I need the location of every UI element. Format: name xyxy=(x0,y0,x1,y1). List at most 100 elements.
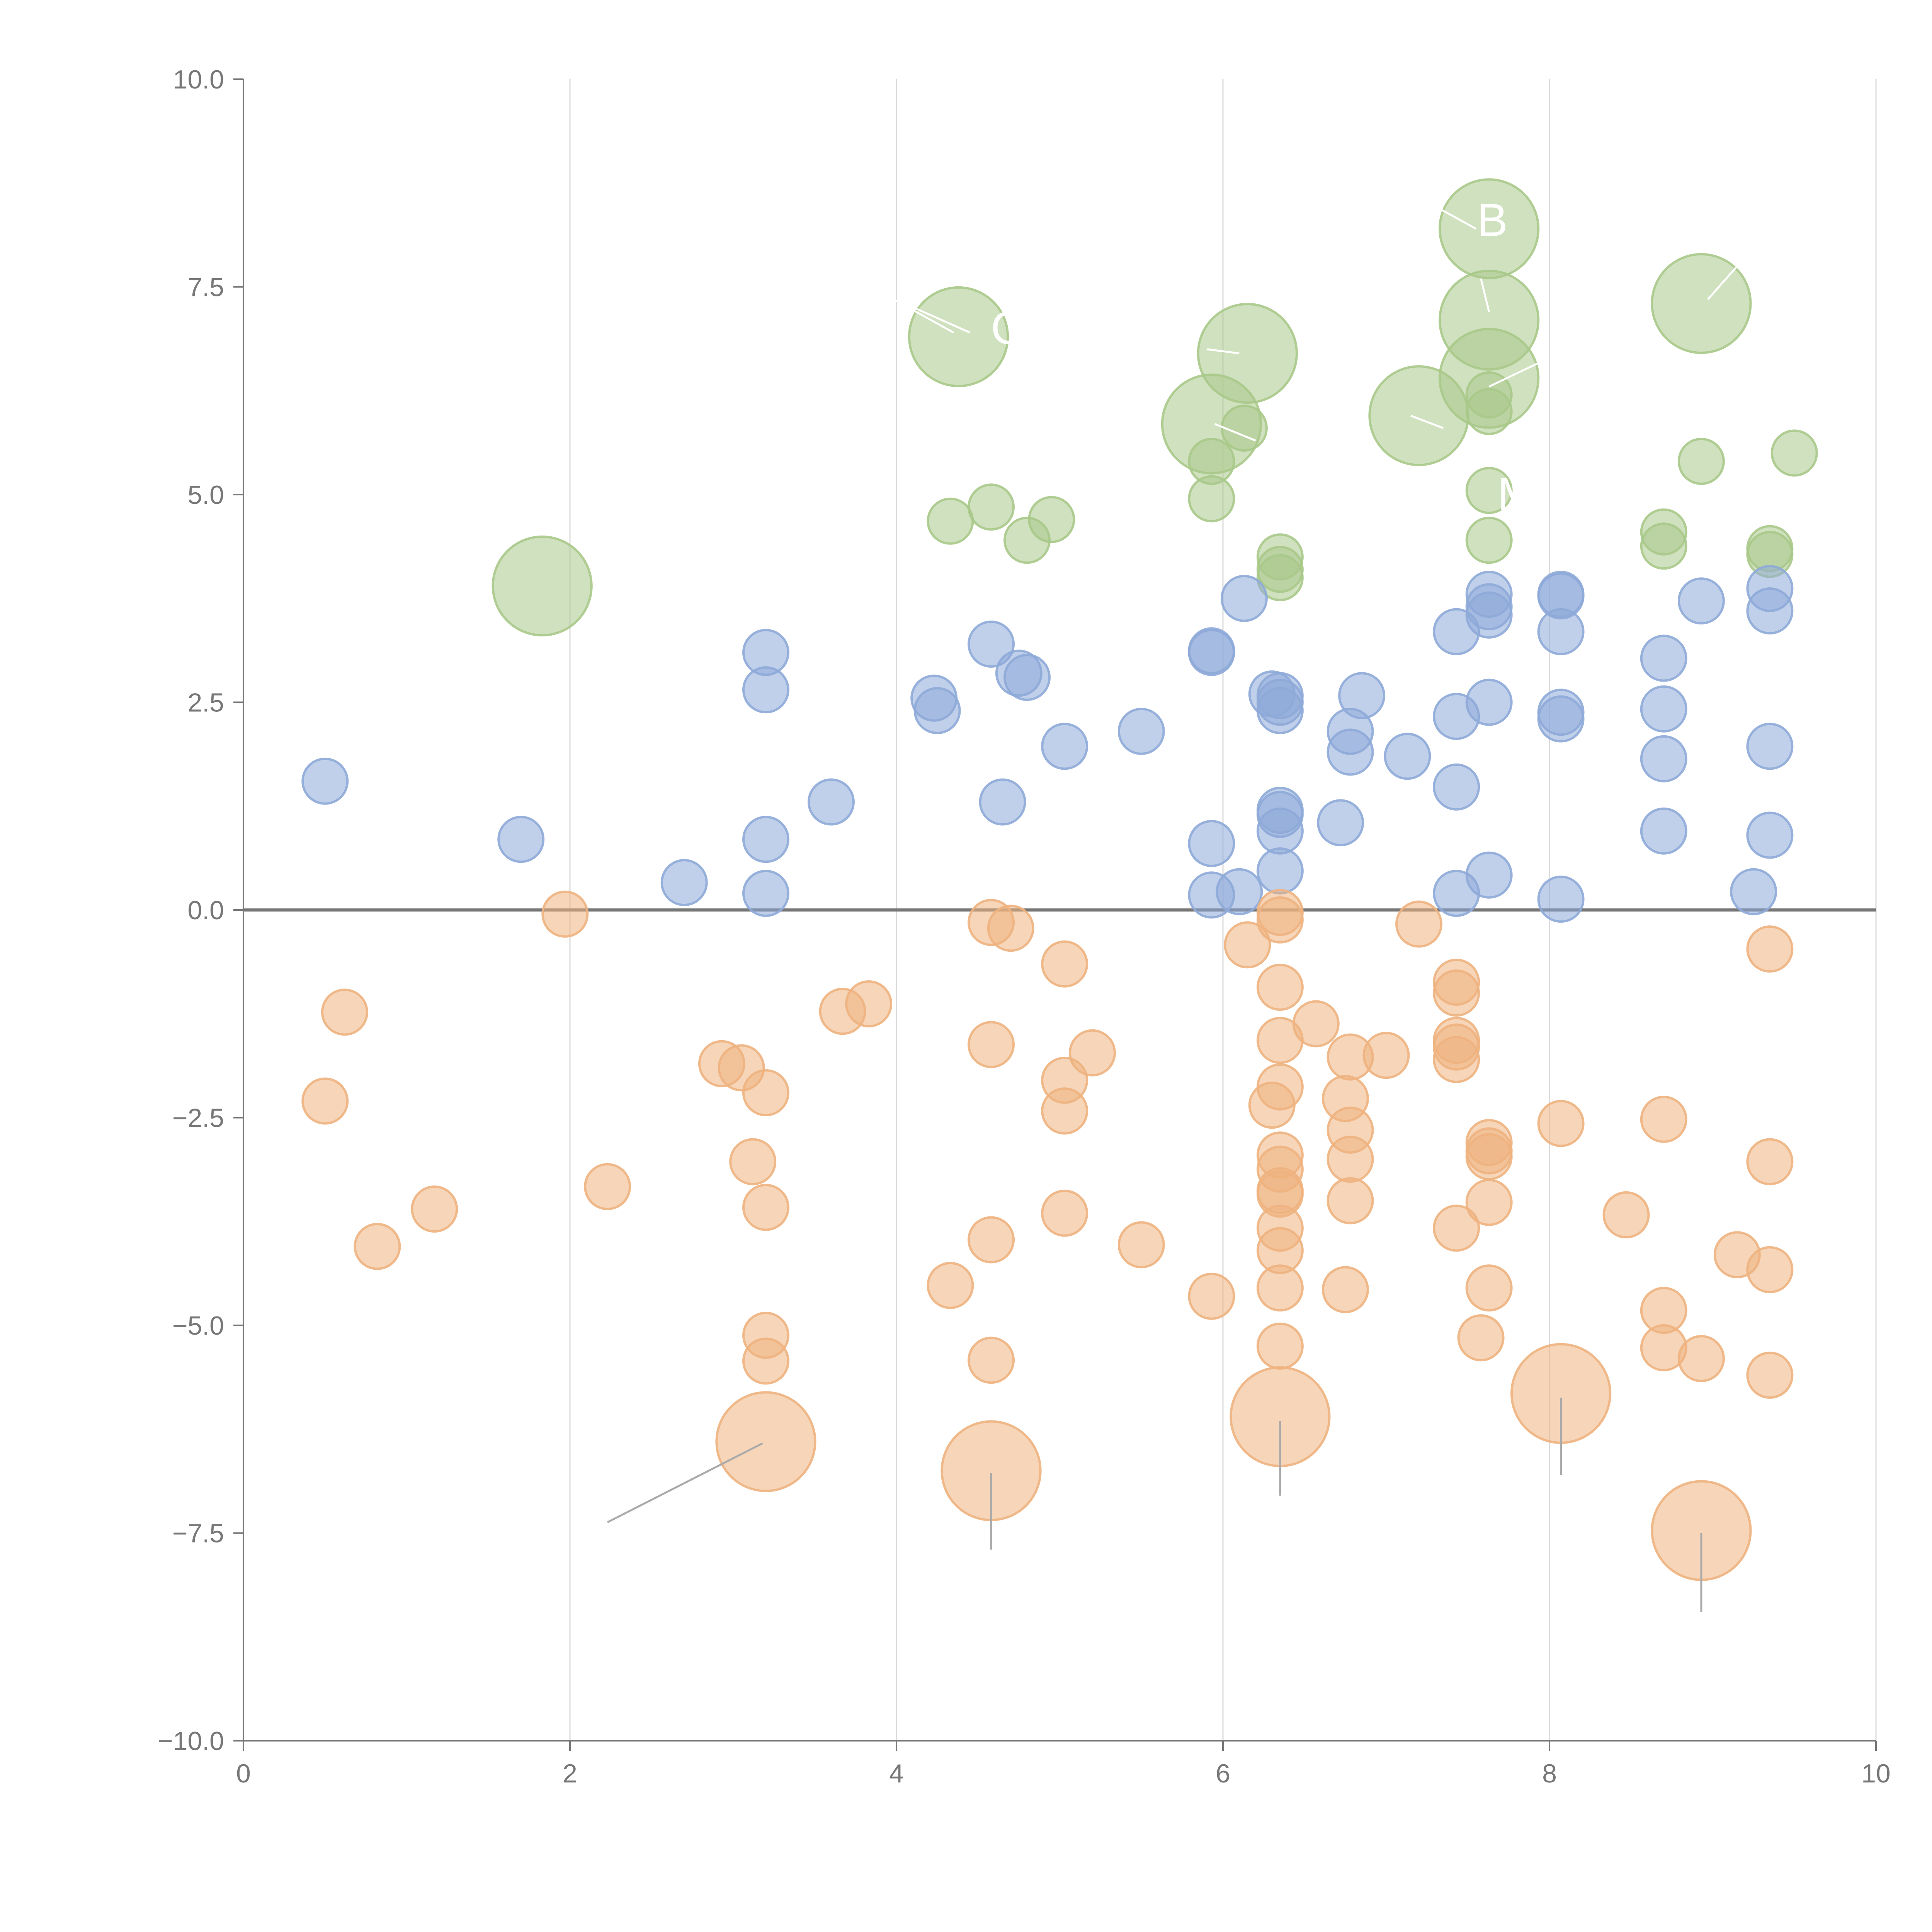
orange-point xyxy=(1465,1179,1513,1226)
blue-point xyxy=(1433,763,1480,811)
y-tick-label: −5.0 xyxy=(172,1311,224,1340)
orange-point xyxy=(1041,1189,1088,1237)
orange-point xyxy=(1640,1095,1687,1143)
blue-point xyxy=(1640,685,1687,733)
orange-point xyxy=(742,1184,789,1231)
annotation-label: M xyxy=(1498,468,1536,520)
y-tick-label: 5.0 xyxy=(187,480,224,510)
orange-point xyxy=(1188,1272,1235,1320)
orange-point xyxy=(715,1391,816,1492)
blue-point xyxy=(1117,707,1165,755)
blue-point xyxy=(1317,799,1364,847)
orange-point xyxy=(1117,1221,1165,1269)
green-point xyxy=(1188,475,1235,522)
y-axis-ticks: −10.0 −7.5 −5.0 −2.5 0.0 2.5 5.0 7.5 10.0 xyxy=(158,65,243,1756)
green-point xyxy=(908,286,1009,388)
orange-point xyxy=(1069,1029,1116,1077)
orange-point xyxy=(742,1069,789,1116)
orange-point xyxy=(927,1262,974,1309)
blue-point xyxy=(1256,687,1304,734)
orange-point xyxy=(742,1337,789,1385)
blue-point xyxy=(1746,811,1794,859)
orange-point xyxy=(1256,1322,1304,1370)
blue-point xyxy=(1746,587,1794,634)
green-point xyxy=(968,483,1015,531)
orange-point xyxy=(1746,1352,1794,1399)
orange-point xyxy=(1677,1335,1725,1382)
y-tick-label: −2.5 xyxy=(172,1104,224,1133)
orange-point xyxy=(1292,1000,1340,1048)
leader-line xyxy=(1488,361,1542,388)
green-point xyxy=(1677,438,1725,485)
blue-point xyxy=(1746,723,1794,770)
blue-point xyxy=(1640,735,1687,782)
x-axis-ticks: 0 2 4 6 8 10 xyxy=(236,1741,1891,1788)
blue-point xyxy=(1003,654,1051,701)
blue-point xyxy=(1384,733,1431,780)
orange-point xyxy=(1362,1032,1410,1079)
blue-point xyxy=(1730,868,1777,915)
blue-point xyxy=(1465,591,1513,639)
orange-point xyxy=(541,890,589,938)
y-tick-label: −7.5 xyxy=(172,1519,224,1548)
blue-point xyxy=(742,870,789,917)
x-tick-label: 4 xyxy=(889,1759,904,1788)
leader-line xyxy=(904,303,971,334)
orange-point xyxy=(354,1223,401,1270)
leader-line xyxy=(863,282,954,333)
blue-point xyxy=(968,621,1015,668)
orange-point xyxy=(845,980,893,1027)
blue-point xyxy=(1465,679,1513,726)
blue-point xyxy=(1327,728,1374,776)
blue-point xyxy=(1256,847,1304,895)
blue-point xyxy=(497,816,545,863)
green-point xyxy=(1465,467,1513,514)
blue-point xyxy=(301,757,349,805)
orange-point xyxy=(321,988,368,1036)
orange-point xyxy=(1433,1036,1480,1083)
orange-point xyxy=(1256,1264,1304,1312)
orange-point xyxy=(729,1138,777,1185)
blue-point xyxy=(1640,807,1687,855)
green-point xyxy=(1640,522,1687,570)
green-point xyxy=(1028,496,1075,543)
leader-line xyxy=(1332,149,1477,230)
green-point xyxy=(492,535,593,637)
blue-point xyxy=(742,666,789,714)
y-tick-label: 0.0 xyxy=(187,896,224,925)
orange-point xyxy=(968,1216,1015,1264)
orange-point xyxy=(1602,1191,1650,1239)
blue-point xyxy=(1256,807,1304,855)
y-tick-label: 2.5 xyxy=(187,688,224,718)
blue-point xyxy=(1537,876,1585,923)
orange-point xyxy=(1248,1082,1296,1129)
green-point xyxy=(1465,388,1513,435)
orange-point xyxy=(1746,1246,1794,1293)
green-point xyxy=(927,497,974,545)
orange-point xyxy=(411,1185,458,1233)
leader-line xyxy=(607,1442,763,1523)
blue-point xyxy=(1677,577,1725,625)
orange-point xyxy=(584,1163,631,1210)
annotations: B C M xyxy=(991,194,1536,520)
x-tick-label: 6 xyxy=(1216,1759,1230,1788)
x-tick-label: 2 xyxy=(563,1759,577,1788)
blue-point xyxy=(1188,820,1235,867)
green-point xyxy=(1256,554,1304,601)
annotation-label: B xyxy=(1477,194,1508,246)
blue-point xyxy=(742,816,789,863)
x-tick-label: 10 xyxy=(1861,1759,1891,1788)
blue-point xyxy=(1640,634,1687,682)
orange-point xyxy=(1224,921,1271,969)
leader-line xyxy=(1707,265,1738,300)
leader-line xyxy=(1206,348,1240,354)
y-tick-label: 10.0 xyxy=(173,65,224,94)
orange-point xyxy=(1537,1100,1585,1147)
data-points xyxy=(301,178,1818,1581)
leader-line xyxy=(1410,415,1444,429)
blue-point xyxy=(979,778,1026,826)
orange-point xyxy=(1746,1138,1794,1185)
annotation-label: C xyxy=(991,302,1024,354)
orange-point xyxy=(1457,1314,1505,1362)
green-point xyxy=(1465,517,1513,564)
